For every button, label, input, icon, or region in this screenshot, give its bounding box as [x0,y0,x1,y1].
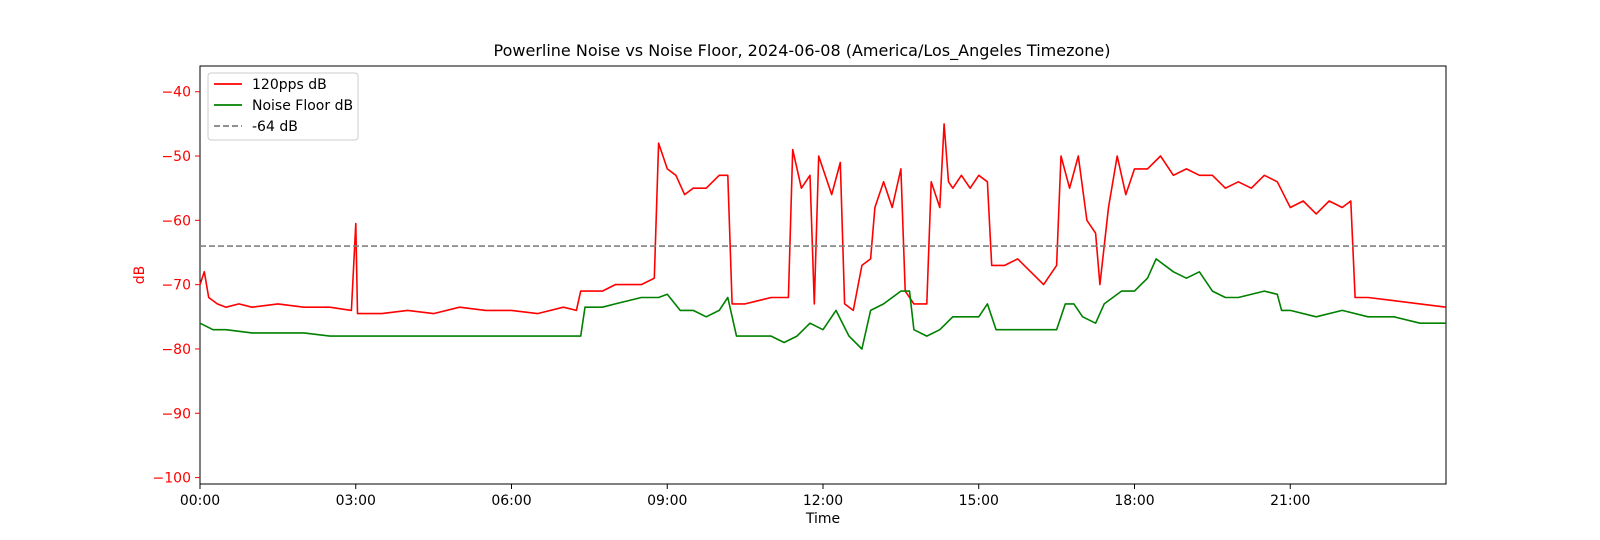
x-tick-label: 09:00 [647,493,687,509]
y-axis-label: dB [132,266,148,285]
y-tick-label: −40 [161,85,191,101]
plot-frame [199,65,1447,485]
x-axis: 00:00 03:00 06:00 09:00 12:00 15:00 18:00 21:00 [180,484,1310,509]
x-tick-label: 15:00 [959,493,999,509]
x-tick-label: 00:00 [180,493,220,509]
chart-title: Powerline Noise vs Noise Floor, 2024-06-… [494,41,1111,61]
y-tick-label: −80 [161,342,191,358]
x-tick-label: 12:00 [803,493,843,509]
x-tick-label: 03:00 [336,493,376,509]
x-axis-label: Time [805,511,840,527]
legend-label-reference: -64 dB [252,119,298,135]
plot-area [199,65,1447,485]
legend-box [207,72,359,141]
y-tick-label: −90 [161,406,191,422]
y-tick-label: −60 [161,213,191,229]
legend: 120pps dB Noise Floor dB -64 dB [207,72,359,141]
legend-label-120pps: 120pps dB [252,77,327,93]
series-layer [199,123,1447,350]
y-axis: −40 −50 −60 −70 −80 −90 −100 [153,85,200,487]
x-tick-label: 06:00 [491,493,531,509]
legend-label-noise-floor: Noise Floor dB [252,98,353,114]
x-tick-label: 18:00 [1114,493,1154,509]
y-tick-label: −50 [161,149,191,165]
x-tick-label: 21:00 [1270,493,1310,509]
y-tick-label: −70 [161,278,191,294]
series-line-0 [199,123,1447,315]
y-tick-label: −100 [153,471,191,487]
series-line-1 [199,258,1446,350]
